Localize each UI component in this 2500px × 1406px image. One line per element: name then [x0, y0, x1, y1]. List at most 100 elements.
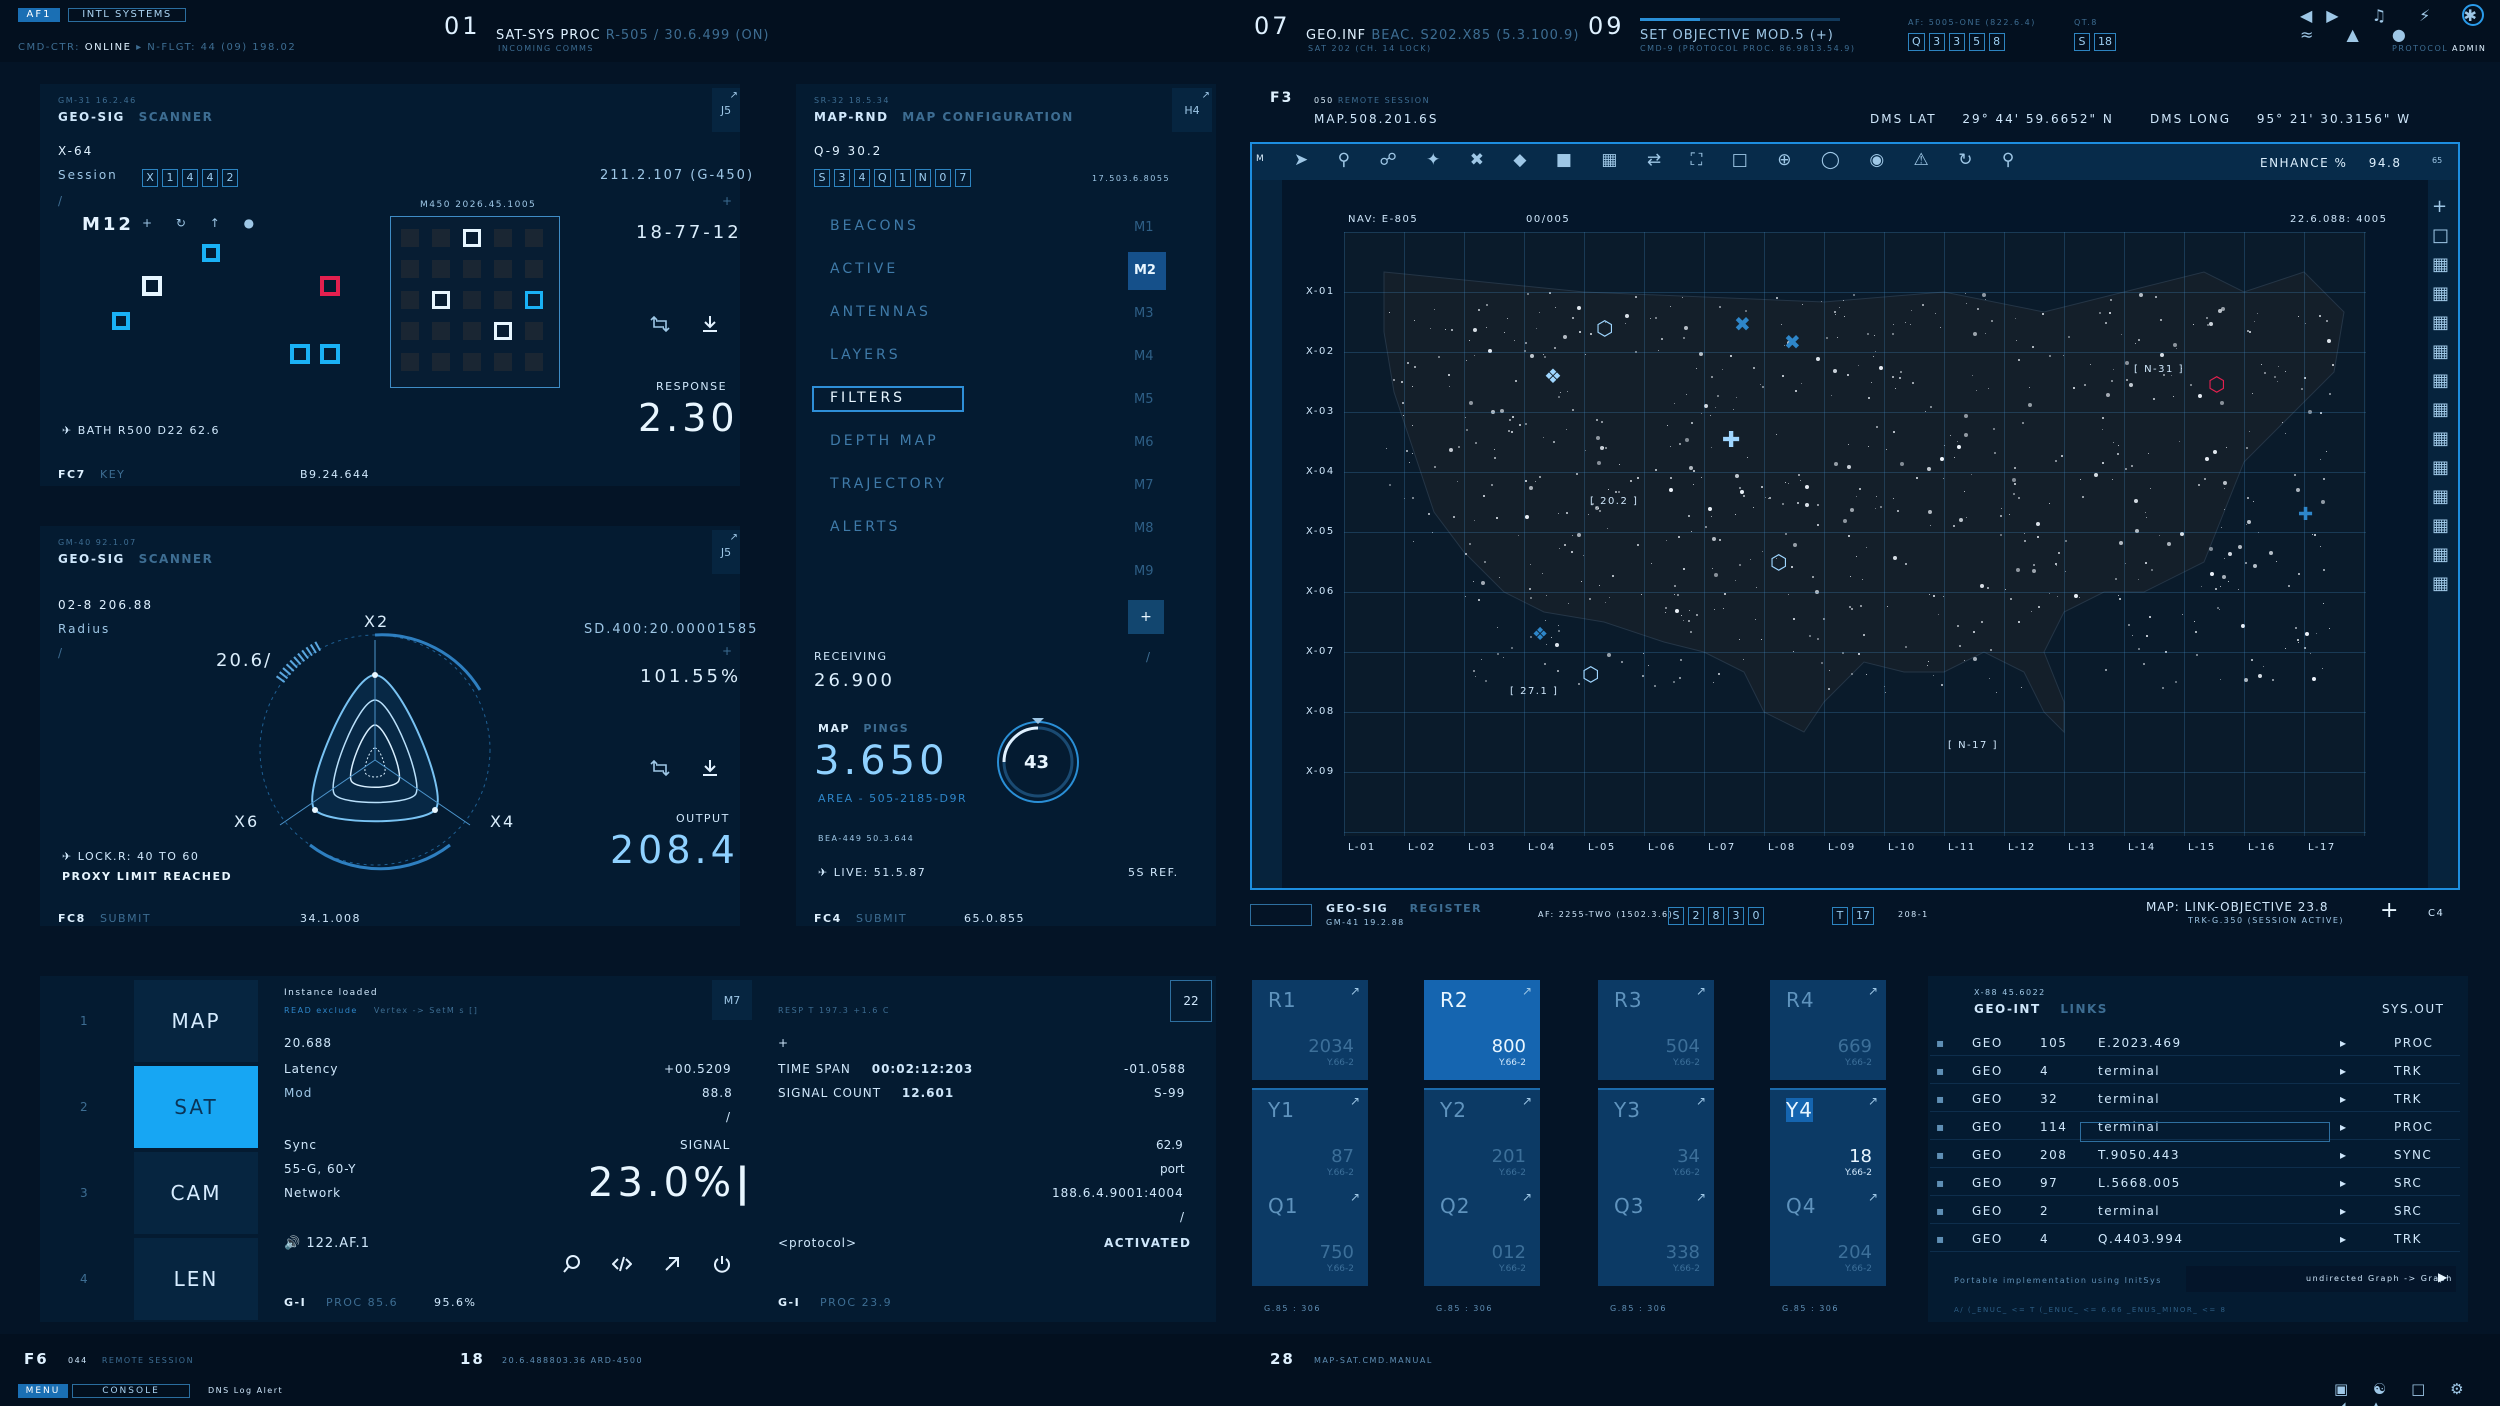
code-box[interactable]: 3 [1948, 33, 1965, 51]
intl-systems-badge[interactable]: INTL SYSTEMS [68, 8, 186, 22]
geo1-grid[interactable] [390, 216, 560, 388]
code-box[interactable]: 3 [1728, 907, 1744, 925]
grid-cell[interactable] [494, 229, 512, 247]
geoint-row[interactable] [1930, 1116, 2460, 1140]
tile-r1[interactable]: R1 2034 Y.66-2 ↗ [1252, 980, 1368, 1080]
map-config-item[interactable]: ANTENNAS [830, 304, 931, 320]
sidebar-item-sat[interactable]: SAT [134, 1066, 258, 1148]
instance-corner-button[interactable]: M7 [712, 980, 752, 1020]
dns-log-alert[interactable]: DNS Log Alert [208, 1386, 284, 1395]
mapcfg-submit[interactable]: SUBMIT [856, 912, 908, 925]
plus-marker-icon[interactable]: ✚ [2298, 504, 2314, 525]
grid-cell[interactable] [494, 260, 512, 278]
grid-cell[interactable] [432, 353, 450, 371]
map-code[interactable]: M5 [1134, 392, 1154, 407]
map-config-item[interactable]: FILTERS [830, 390, 906, 406]
code-icon[interactable] [604, 1246, 640, 1282]
map-right-tools[interactable]: + □ ▦ ▦ ▦ ▦ ▦ ▦ ▦ ▦ ▦ ▦ ▦ ▦ [2432, 196, 2450, 594]
map-config-item[interactable]: ACTIVE [830, 261, 899, 277]
code-box[interactable]: 8 [1708, 907, 1724, 925]
swap-icon[interactable] [642, 750, 678, 786]
code-box[interactable]: X [142, 169, 158, 187]
code-box[interactable]: 4 [182, 169, 198, 187]
grid-cell[interactable] [525, 353, 543, 371]
code-box[interactable]: 0 [934, 169, 951, 187]
geoint-row[interactable] [1930, 1228, 2460, 1252]
map-t-boxes[interactable]: T 17 [1832, 904, 1878, 925]
tile-y1[interactable]: Y1 87 Y.66-2 ↗ [1252, 1090, 1368, 1190]
tile-q1[interactable]: Q1 750 Y.66-2 ↗ [1252, 1186, 1368, 1286]
map-code[interactable]: M7 [1134, 478, 1154, 493]
map-bottom-toggle[interactable] [1250, 904, 1312, 926]
map-toolbar-m[interactable]: M [1256, 154, 1264, 164]
timespan-corner-button[interactable]: 22 [1170, 980, 1212, 1022]
grid-cell[interactable] [525, 229, 543, 247]
grid-cell[interactable] [401, 260, 419, 278]
code-box[interactable]: 3 [1928, 33, 1945, 51]
tile-y2[interactable]: Y2 201 Y.66-2 ↗ [1424, 1090, 1540, 1190]
target-marker[interactable] [112, 312, 130, 330]
usa-night-map[interactable] [1344, 232, 2366, 836]
ping-dial[interactable] [992, 716, 1084, 808]
crosshair-marker-icon[interactable]: ✖ [1784, 330, 1801, 354]
code-box[interactable]: 1 [894, 169, 911, 187]
grid-cell[interactable] [525, 291, 543, 309]
alert-hex-icon[interactable]: ⬡ [2208, 372, 2226, 396]
swap-icon[interactable] [642, 306, 678, 342]
map-c4[interactable]: C4 [2428, 908, 2445, 919]
graph-select[interactable]: undirected Graph -> Graph ▶ [2186, 1266, 2456, 1292]
code-box[interactable]: 4 [202, 169, 218, 187]
map-config-item[interactable]: DEPTH MAP [830, 433, 939, 449]
geoint-row[interactable] [1930, 1088, 2460, 1112]
geoint-row[interactable] [1930, 1172, 2460, 1196]
target-marker[interactable] [320, 344, 340, 364]
af1-badge[interactable]: AF1 [18, 8, 60, 22]
tile-q3[interactable]: Q3 338 Y.66-2 ↗ [1598, 1186, 1714, 1286]
map-code[interactable]: M8 [1134, 521, 1154, 536]
code-box[interactable]: Q [874, 169, 891, 187]
search-icon[interactable] [554, 1246, 590, 1282]
mapcfg-corner-button[interactable]: H4 ↗ [1172, 88, 1212, 132]
tile-q2[interactable]: Q2 012 Y.66-2 ↗ [1424, 1186, 1540, 1286]
sidebar-item-map[interactable]: MAP [134, 980, 258, 1062]
code-box[interactable]: 18 [2094, 33, 2116, 51]
grid-cell[interactable] [525, 322, 543, 340]
tile-r3[interactable]: R3 504 Y.66-2 ↗ [1598, 980, 1714, 1080]
code-box[interactable]: 4 [854, 169, 870, 187]
code-box[interactable]: 5 [1968, 33, 1985, 51]
grid-cell[interactable] [494, 353, 512, 371]
grid-cell[interactable] [494, 291, 512, 309]
map-tool-icons[interactable]: ➤ ⚲ ☍ ✦ ✖ ◆ ■ ▦ ⇄ ⛶ □ ⊕ ◯ ◉ ⚠ ↻ ⚲ [1294, 150, 2027, 170]
grid-cell[interactable] [432, 322, 450, 340]
crosshair-marker-icon[interactable]: ✖ [1734, 312, 1751, 336]
code-box[interactable]: 17 [1852, 907, 1874, 925]
grid-cell[interactable] [463, 229, 481, 247]
status-ring-icon[interactable] [2462, 4, 2484, 26]
download-icon[interactable] [692, 750, 728, 786]
code-box[interactable]: 0 [1748, 907, 1764, 925]
grid-cell[interactable] [463, 260, 481, 278]
code-box[interactable]: 7 [954, 169, 971, 187]
map-config-item[interactable]: LAYERS [830, 347, 901, 363]
grid-cell[interactable] [463, 322, 481, 340]
map-toolbar-corner[interactable]: 65 [2432, 156, 2443, 165]
grid-cell[interactable] [401, 229, 419, 247]
geo1-corner-button[interactable]: J5 ↗ [712, 88, 740, 132]
map-code[interactable]: M9 [1134, 564, 1154, 579]
plus-marker-icon[interactable]: ✚ [1722, 428, 1741, 453]
code-box[interactable]: 2 [1688, 907, 1704, 925]
map-code[interactable]: M4 [1134, 349, 1154, 364]
hex-marker-icon[interactable]: ⬡ [1582, 662, 1600, 686]
grid-cell[interactable] [401, 322, 419, 340]
tile-r4[interactable]: R4 669 Y.66-2 ↗ [1770, 980, 1886, 1080]
geoint-row[interactable] [1930, 1032, 2460, 1056]
code-box[interactable]: 2 [222, 169, 238, 187]
code-box[interactable]: S [1668, 907, 1684, 925]
code-box[interactable]: 3 [834, 169, 850, 187]
code-box[interactable]: S [814, 169, 830, 187]
map-code[interactable]: M3 [1134, 306, 1154, 321]
diamond-marker-icon[interactable]: ❖ [1532, 624, 1549, 645]
target-marker[interactable] [290, 344, 310, 364]
grid-cell[interactable] [432, 229, 450, 247]
